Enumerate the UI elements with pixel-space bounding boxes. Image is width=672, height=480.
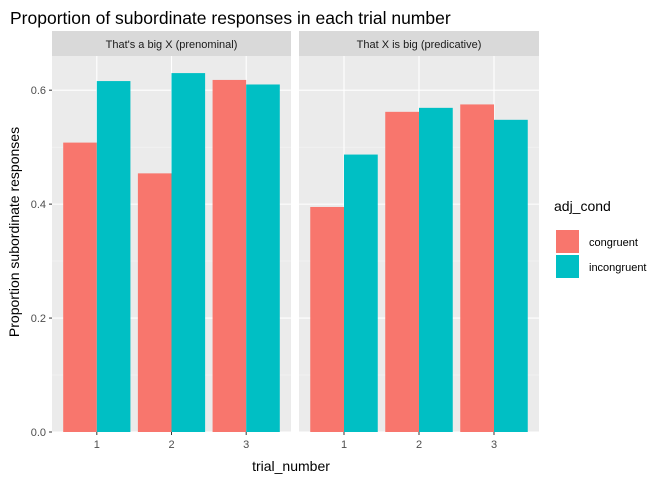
facet-panels: That's a big X (prenominal) That X is big… [52, 31, 539, 433]
legend-title: adj_cond [554, 198, 611, 214]
bar-incongruent-3 [246, 84, 280, 432]
y-tick-label: 0.2 [31, 313, 46, 325]
facet-strip [299, 31, 539, 56]
x-tick-label: 3 [243, 439, 249, 451]
legend-label-incongruent: incongruent [589, 262, 647, 274]
x-axes: 1 2 3 1 2 3 [94, 432, 497, 451]
bar-congruent-2 [385, 111, 419, 433]
facet-panel-1: That's a big X (prenominal) [52, 31, 291, 433]
bar-incongruent-1 [96, 81, 131, 433]
x-axis-title: trial_number [252, 458, 330, 474]
facet-strip-label: That X is big (predicative) [357, 39, 482, 51]
bar-congruent-2 [137, 173, 172, 432]
bar-congruent-1 [310, 206, 344, 432]
bar-congruent-3 [212, 79, 247, 432]
bar-incongruent-2 [171, 73, 206, 432]
x-tick-label: 1 [94, 439, 100, 451]
y-tick-label: 0.0 [31, 427, 46, 439]
y-tick-label: 0.4 [31, 199, 46, 211]
y-tick-label: 0.6 [31, 85, 46, 97]
bar-congruent-1 [63, 142, 97, 432]
x-tick-label: 1 [341, 439, 347, 451]
chart-title: Proportion of subordinate responses in e… [10, 8, 451, 28]
facet-strip-label: That's a big X (prenominal) [106, 39, 238, 51]
legend: adj_cond congruent incongruent [554, 198, 647, 278]
legend-label-congruent: congruent [589, 237, 638, 249]
x-tick-label: 3 [491, 439, 497, 451]
legend-key-congruent [556, 230, 579, 253]
bar-incongruent-3 [494, 119, 528, 432]
legend-key-incongruent [556, 255, 579, 278]
y-axis-title: Proportion subordinate responses [6, 127, 22, 337]
bar-congruent-3 [460, 104, 494, 432]
facet-panel-2: That X is big (predicative) [299, 31, 539, 433]
x-tick-label: 2 [168, 439, 174, 451]
y-axis: 0.0 0.2 0.4 0.6 [31, 85, 52, 439]
facet-strip [52, 31, 291, 56]
bar-incongruent-2 [419, 107, 453, 433]
bar-incongruent-1 [344, 154, 378, 433]
x-tick-label: 2 [416, 439, 422, 451]
